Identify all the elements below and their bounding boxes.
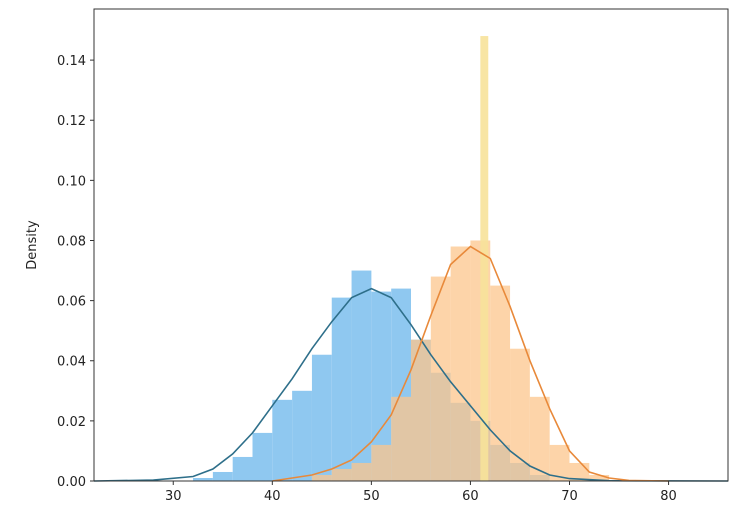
y-axis-label: Density (25, 220, 40, 270)
series-0-bar-2 (232, 456, 253, 481)
series-1-bar-11 (529, 396, 550, 481)
series-1-bar-9 (490, 285, 511, 481)
series-1-bar-3 (371, 444, 392, 481)
y-axis-ticks: 0.00 0.02 0.04 0.06 0.08 0.10 0.12 0.14 (57, 54, 94, 490)
series-1-spike-bar (480, 36, 489, 482)
y-tick-label-0.14: 0.14 (57, 54, 86, 69)
series-1-bar-0 (311, 474, 332, 481)
x-axis-ticks: 30 40 50 60 70 80 (165, 481, 677, 504)
series-0-bar-3 (252, 432, 273, 481)
series-0-bar-7 (331, 297, 352, 481)
series-1-bar-4 (391, 396, 411, 481)
series-0-bar-5 (292, 390, 312, 481)
series-0-bar-1 (212, 471, 233, 481)
series-1-bar-12 (549, 444, 570, 481)
x-tick-label-80: 80 (660, 489, 677, 504)
series-0-bar-8 (351, 270, 372, 481)
series-0-bar-6 (311, 354, 332, 481)
series-1-kde-line (272, 245, 669, 482)
y-tick-label-0.06: 0.06 (57, 295, 86, 310)
series-0-bar-4 (272, 399, 293, 481)
y-tick-label-0.02: 0.02 (57, 415, 86, 430)
x-tick-label-50: 50 (363, 489, 380, 504)
y-tick-label-0.08: 0.08 (57, 234, 86, 249)
y-tick-label-0.10: 0.10 (57, 174, 86, 189)
series-1-bar-6 (430, 276, 451, 481)
series-1-bar-5 (411, 339, 431, 481)
x-tick-label-60: 60 (462, 489, 479, 504)
plot-frame (93, 8, 729, 482)
series-0-bar-9 (371, 291, 392, 481)
series-1-bar-7 (450, 246, 471, 481)
series-1-bar-2 (351, 462, 372, 481)
series-1-bar-14 (589, 474, 610, 481)
x-tick-label-70: 70 (561, 489, 578, 504)
series-1-bar-10 (510, 348, 530, 481)
series-0-bar-0 (193, 477, 213, 481)
x-tick-label-30: 30 (165, 489, 182, 504)
histogram-bars (193, 36, 610, 482)
y-tick-label-0.00: 0.00 (57, 475, 86, 490)
series-1-bar-1 (331, 468, 352, 481)
kde-curves (93, 245, 729, 482)
x-tick-label-40: 40 (264, 489, 281, 504)
y-tick-label-0.04: 0.04 (57, 355, 86, 370)
series-0-kde-line (93, 287, 729, 482)
y-tick-label-0.12: 0.12 (57, 114, 86, 129)
